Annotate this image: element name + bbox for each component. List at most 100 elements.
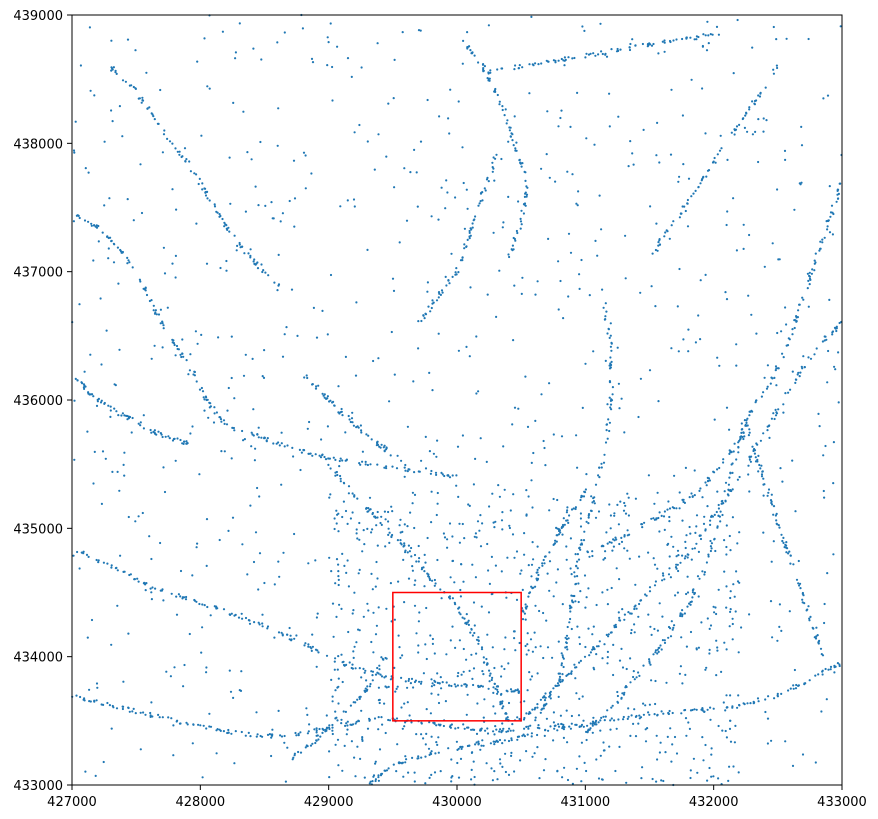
data-point [472, 760, 475, 763]
data-point [203, 187, 206, 190]
data-point [681, 205, 684, 208]
data-point [132, 707, 135, 711]
data-point [368, 685, 372, 688]
data-point [126, 262, 129, 265]
data-point [470, 778, 473, 781]
data-point [367, 609, 370, 612]
data-point [127, 259, 130, 262]
data-point [363, 671, 366, 674]
data-point [455, 484, 458, 487]
data-point [281, 633, 284, 636]
data-point [316, 649, 319, 652]
data-point [244, 353, 247, 356]
data-point [507, 662, 510, 665]
data-point [131, 416, 134, 420]
data-point [829, 665, 833, 669]
data-point [567, 521, 570, 525]
x-tick-label: 429000 [304, 795, 354, 810]
data-point [610, 717, 613, 720]
data-point [174, 459, 177, 462]
data-point [351, 411, 354, 414]
data-point [494, 90, 497, 93]
data-point [244, 616, 248, 620]
data-point [127, 417, 130, 420]
data-point [733, 741, 737, 744]
data-point [528, 671, 531, 674]
data-point [708, 766, 711, 770]
data-point [392, 763, 395, 766]
data-point [514, 149, 517, 152]
data-point [729, 694, 732, 697]
data-point [652, 517, 655, 520]
data-point [524, 618, 527, 621]
data-point [707, 34, 710, 37]
data-point [477, 642, 480, 645]
data-point [525, 195, 528, 198]
data-point [719, 134, 722, 137]
data-point [582, 539, 586, 542]
data-point [121, 79, 125, 82]
data-point [833, 666, 836, 669]
data-point [366, 602, 369, 605]
data-point [775, 384, 778, 387]
data-point [379, 446, 382, 449]
data-point [278, 444, 281, 447]
data-point [836, 197, 840, 200]
data-point [827, 668, 830, 671]
data-point [433, 684, 436, 687]
data-point [501, 108, 504, 112]
data-point [208, 712, 211, 715]
data-point [427, 747, 431, 750]
data-point [501, 510, 504, 514]
data-point [367, 510, 370, 513]
data-point [637, 722, 640, 725]
data-point [793, 208, 796, 211]
data-point [462, 723, 465, 726]
data-point [341, 414, 344, 417]
data-point [564, 58, 567, 62]
data-point [710, 775, 713, 778]
data-point [174, 254, 177, 257]
data-point [163, 129, 166, 132]
data-point [501, 765, 504, 769]
data-point [828, 185, 831, 188]
data-point [174, 354, 177, 357]
data-point [208, 401, 211, 404]
data-point [318, 454, 321, 457]
data-point [327, 41, 330, 44]
data-point [737, 451, 740, 454]
data-point [568, 514, 571, 517]
data-point [372, 359, 375, 363]
data-point [148, 299, 151, 303]
data-point [793, 668, 797, 672]
data-point [201, 776, 204, 779]
data-point [110, 564, 113, 567]
data-point [668, 555, 671, 558]
data-point [264, 271, 267, 274]
data-point [525, 193, 529, 196]
data-point [821, 673, 824, 676]
data-point [413, 493, 417, 496]
data-point [773, 697, 776, 700]
data-point [642, 664, 645, 667]
data-point [486, 633, 489, 636]
data-point [405, 219, 409, 222]
data-point [151, 113, 154, 116]
data-point [706, 617, 709, 620]
data-point [595, 603, 598, 607]
data-point [684, 708, 687, 712]
data-point [428, 450, 431, 453]
data-point [620, 697, 623, 700]
data-point [527, 564, 530, 567]
data-point [491, 592, 494, 596]
data-point [546, 110, 549, 113]
data-point [270, 736, 273, 739]
data-point [491, 646, 494, 649]
data-point [687, 350, 690, 353]
data-point [256, 267, 260, 270]
data-point [460, 673, 463, 676]
data-point [803, 366, 806, 369]
data-point [424, 467, 428, 470]
data-point [455, 267, 458, 270]
data-point [470, 653, 473, 656]
